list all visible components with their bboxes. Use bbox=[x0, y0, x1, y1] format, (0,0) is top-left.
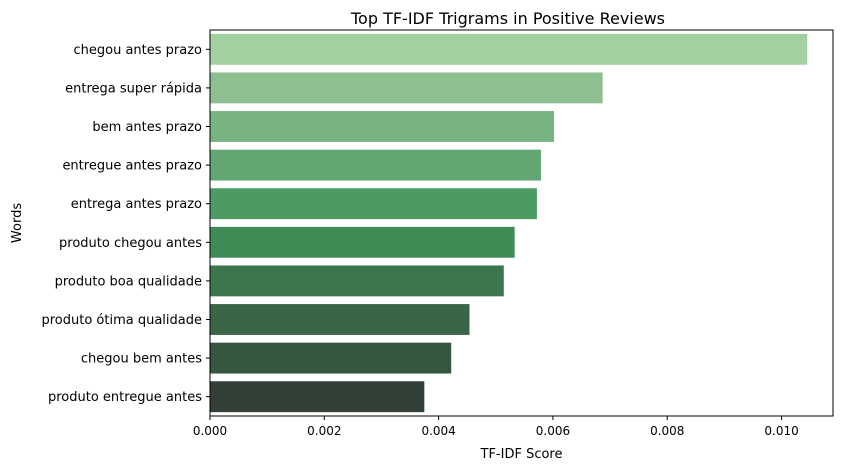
x-tick-label: 0.004 bbox=[421, 424, 455, 438]
chart-title: Top TF-IDF Trigrams in Positive Reviews bbox=[350, 9, 665, 28]
x-tick-labels: 0.000 0.002 0.004 0.006 0.008 0.010 bbox=[193, 416, 799, 438]
y-tick-label: entrega super rápida bbox=[65, 81, 202, 96]
bar bbox=[210, 33, 808, 65]
bar bbox=[210, 226, 515, 258]
x-tick-label: 0.008 bbox=[650, 424, 684, 438]
bar bbox=[210, 188, 537, 220]
y-tick-label: chegou antes prazo bbox=[73, 43, 202, 58]
plot-area-frame bbox=[209, 29, 834, 417]
bar bbox=[210, 72, 603, 104]
bar bbox=[210, 111, 555, 142]
bar bbox=[210, 304, 470, 335]
bar bbox=[210, 381, 425, 413]
y-tick-label: chegou bem antes bbox=[81, 352, 202, 367]
bar bbox=[210, 149, 541, 181]
bar bbox=[210, 342, 452, 374]
bars-layer bbox=[210, 33, 808, 413]
y-tick-label: bem antes prazo bbox=[92, 120, 202, 135]
x-tick-label: 0.002 bbox=[307, 424, 341, 438]
x-axis-label: TF-IDF Score bbox=[480, 447, 563, 462]
y-tick-label: produto boa qualidade bbox=[55, 274, 202, 289]
y-axis-label: Words bbox=[10, 203, 25, 243]
y-tick-label: produto chegou antes bbox=[59, 236, 202, 251]
y-tick-label: entrega antes prazo bbox=[71, 197, 202, 212]
y-tick-labels: chegou antes prazo entrega super rápida be… bbox=[41, 43, 210, 405]
x-tick-label: 0.000 bbox=[193, 424, 227, 438]
x-tick-label: 0.006 bbox=[536, 424, 570, 438]
bar bbox=[210, 265, 504, 297]
y-tick-label: produto entregue antes bbox=[48, 390, 202, 405]
y-tick-label: produto ótima qualidade bbox=[41, 313, 202, 328]
y-tick-label: entregue antes prazo bbox=[62, 159, 202, 174]
x-tick-label: 0.010 bbox=[764, 424, 798, 438]
